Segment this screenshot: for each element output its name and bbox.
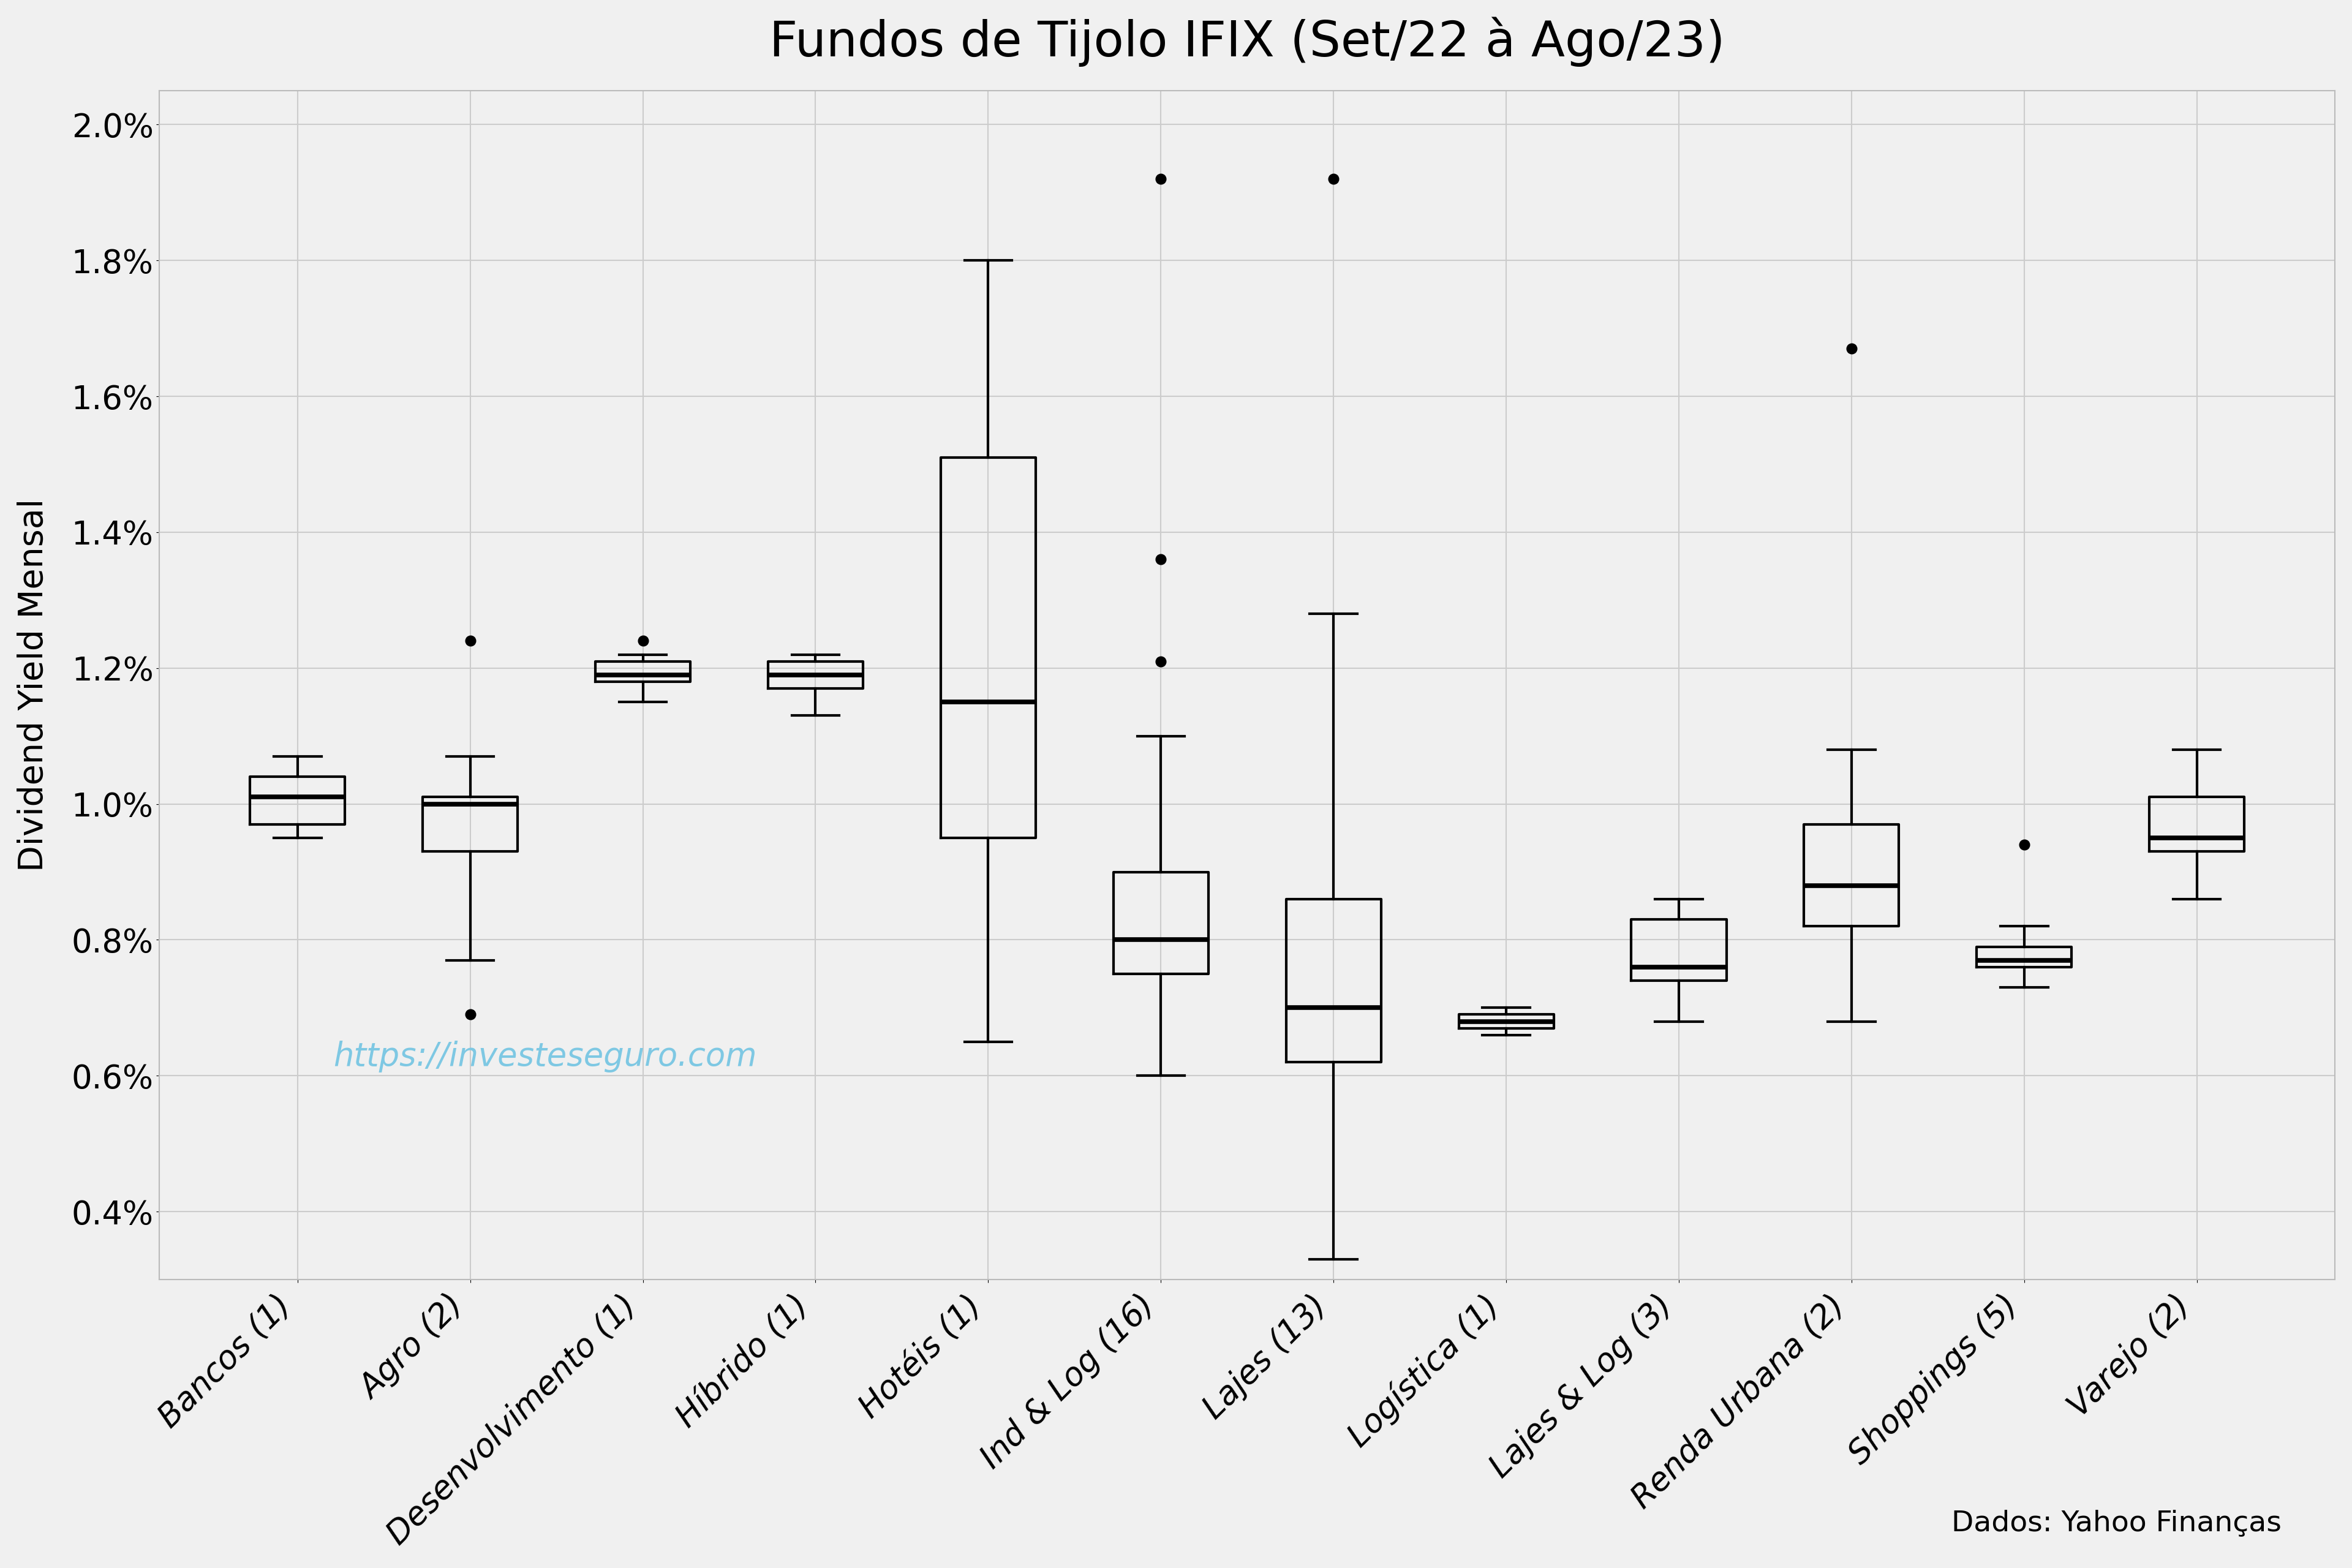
Title: Fundos de Tijolo IFIX (Set/22 à Ago/23): Fundos de Tijolo IFIX (Set/22 à Ago/23) [769,17,1724,67]
Text: https://investeseguro.com: https://investeseguro.com [334,1041,757,1073]
Text: Dados: Yahoo Finanças: Dados: Yahoo Finanças [1952,1508,2281,1537]
Y-axis label: Dividend Yield Mensal: Dividend Yield Mensal [16,499,49,872]
